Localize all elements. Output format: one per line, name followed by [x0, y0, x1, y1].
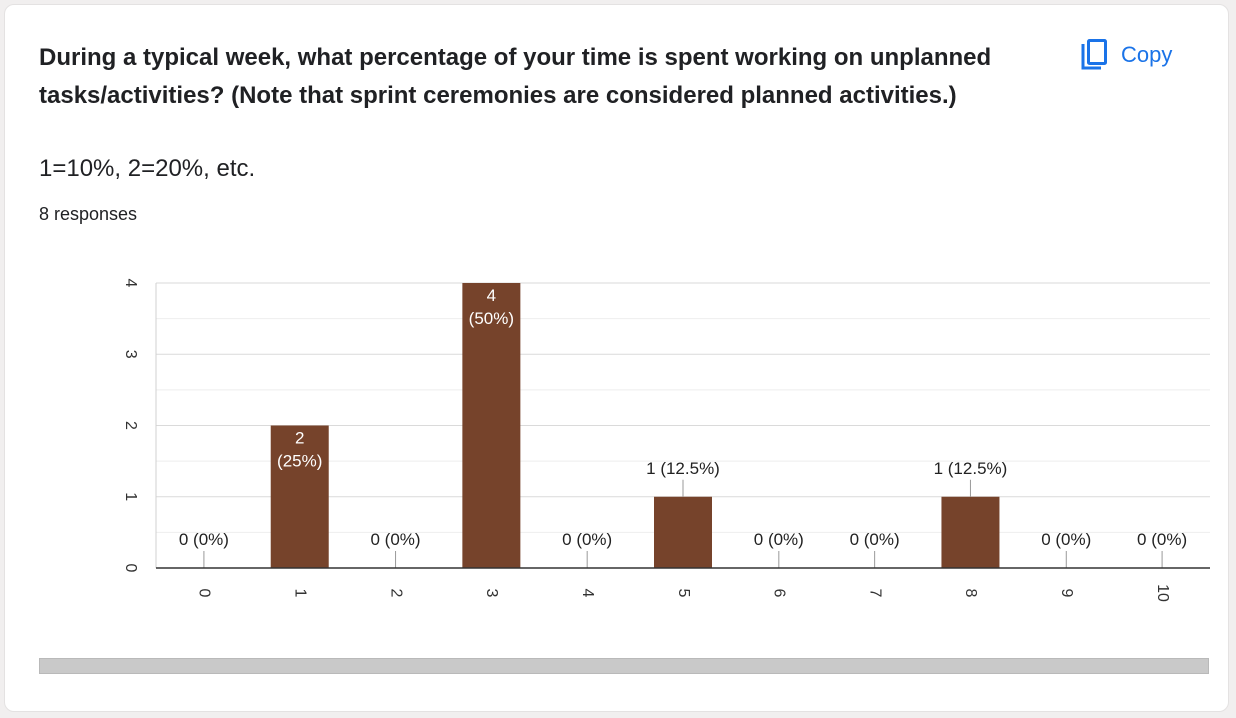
x-tick-label: 0 [196, 589, 213, 598]
chart-card: During a typical week, what percentage o… [4, 4, 1229, 712]
x-tick-label: 1 [291, 589, 308, 598]
data-label: 0 (0%) [850, 530, 900, 549]
copy-icon [1081, 39, 1107, 70]
question-line-2: tasks/activities? (Note that sprint cere… [39, 82, 957, 109]
data-label: 0 (0%) [1137, 530, 1187, 549]
x-tick-label: 9 [1058, 589, 1075, 598]
data-label: 0 (0%) [371, 530, 421, 549]
copy-button-label: Copy [1121, 42, 1173, 67]
y-tick-label: 1 [122, 492, 139, 501]
question-line-1: During a typical week, what percentage o… [39, 44, 992, 71]
bar [462, 283, 521, 568]
x-tick-label: 3 [483, 589, 500, 598]
x-tick-label: 6 [771, 589, 788, 598]
bar [941, 496, 1000, 568]
data-label: 1 (12.5%) [646, 459, 720, 478]
horizontal-scrollbar[interactable] [39, 658, 1209, 674]
x-tick-label: 10 [1154, 584, 1171, 602]
x-tick-label: 8 [962, 589, 979, 598]
y-tick-label: 3 [122, 350, 139, 359]
y-tick-label: 0 [122, 564, 139, 573]
bar [654, 496, 712, 568]
response-count: 8 responses [39, 204, 138, 224]
question-subnote: 1=10%, 2=20%, etc. [39, 155, 256, 182]
y-tick-label: 4 [122, 279, 139, 288]
x-tick-label: 4 [579, 589, 596, 598]
data-label: 2 (25%) [277, 429, 322, 471]
data-label: 0 (0%) [1041, 530, 1091, 549]
bar [270, 425, 329, 568]
data-label: 4 (50%) [469, 286, 514, 328]
copy-button[interactable]: Copy [1079, 35, 1199, 75]
data-label: 0 (0%) [562, 530, 612, 549]
x-tick-label: 5 [675, 589, 692, 598]
bar-chart: 0 1 2 3 4 0 0 (0%) 1 2 (25%) 2 0 (0%) 3 4 (50%) 4 0 (0%)… [122, 279, 1210, 602]
x-tick-label: 7 [866, 589, 883, 598]
question-title: During a typical week, what percentage o… [39, 39, 1039, 115]
x-tick-label: 2 [387, 589, 404, 598]
data-label: 0 (0%) [179, 530, 229, 549]
data-label: 1 (12.5%) [934, 459, 1008, 478]
data-label: 0 (0%) [754, 530, 804, 549]
y-tick-label: 2 [122, 421, 139, 430]
